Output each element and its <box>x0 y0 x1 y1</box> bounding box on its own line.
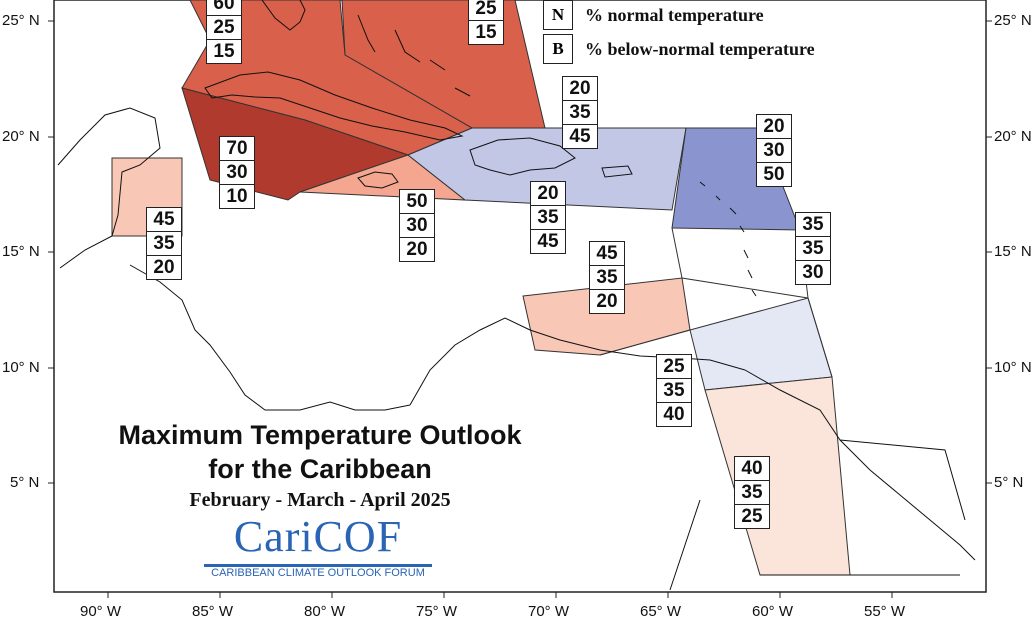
y-tick-15n-right: 15° N <box>994 243 1032 260</box>
x-tick-85w: 85° W <box>192 603 234 620</box>
legend-below-key: B <box>543 34 573 64</box>
forecast-value: 25 <box>207 16 241 40</box>
forecast-value: 15 <box>475 22 497 43</box>
forecast-value: 20 <box>153 257 175 278</box>
zone-outline-venezuela <box>599 329 691 356</box>
forecast-box-belize: 45 35 20 <box>146 207 182 280</box>
forecast-value: 45 <box>537 231 559 252</box>
y-tick-25n-left: 25° N <box>2 12 40 29</box>
forecast-box-bahamas-east: 25 15 <box>468 0 504 45</box>
legend-normal-text: % normal temperature <box>585 4 764 25</box>
forecast-box-windward-islands: 35 35 30 <box>795 212 831 285</box>
legend-normal-key: N <box>543 0 573 30</box>
forecast-value: 45 <box>569 126 591 147</box>
zone-outline-windward <box>671 227 809 299</box>
forecast-value: 25 <box>741 506 763 527</box>
y-tick-25n-right: 25° N <box>994 12 1032 29</box>
forecast-value: 10 <box>226 186 248 207</box>
axis-ticks <box>48 20 992 598</box>
forecast-value: 50 <box>763 164 785 185</box>
forecast-box-jamaica: 50 30 20 <box>399 189 435 262</box>
forecast-value: 35 <box>531 206 565 230</box>
forecast-box-bahamas-west: 60 25 15 <box>206 0 242 64</box>
forecast-box-leeward-islands: 20 30 50 <box>756 114 792 187</box>
forecast-box-cuba: 70 30 10 <box>219 136 255 209</box>
forecast-value: 20 <box>563 77 597 101</box>
caricof-logo: CariCOF CARIBBEAN CLIMATE OUTLOOK FORUM <box>200 512 436 580</box>
forecast-box-trinidad: 25 35 40 <box>656 354 692 427</box>
logo-tagline: CARIBBEAN CLIMATE OUTLOOK FORUM <box>211 567 425 579</box>
forecast-value: 35 <box>590 266 624 290</box>
logo-name: CariCOF <box>233 512 403 561</box>
logo-rule <box>204 564 432 567</box>
forecast-value: 35 <box>147 232 181 256</box>
forecast-value: 20 <box>596 291 618 312</box>
forecast-value: 20 <box>531 182 565 206</box>
forecast-box-turks-caicos: 20 35 45 <box>562 76 598 149</box>
legend-normal: N % normal temperature <box>543 0 764 30</box>
y-tick-15n-left: 15° N <box>2 243 40 260</box>
zone-outline-east <box>807 297 833 378</box>
map-title-line2: for the Caribbean <box>208 454 432 484</box>
forecast-value: 25 <box>469 0 503 21</box>
x-tick-90w: 90° W <box>80 603 122 620</box>
x-tick-70w: 70° W <box>528 603 570 620</box>
x-tick-65w: 65° W <box>640 603 682 620</box>
forecast-value: 35 <box>796 237 830 261</box>
forecast-value: 20 <box>757 115 791 139</box>
forecast-value: 35 <box>735 481 769 505</box>
legend-below: B % below-normal temperature <box>543 34 815 64</box>
forecast-value: 40 <box>663 404 685 425</box>
forecast-box-guianas: 40 35 25 <box>734 456 770 529</box>
x-tick-55w: 55° W <box>864 603 906 620</box>
y-tick-5n-right: 5° N <box>994 474 1024 491</box>
forecast-value: 60 <box>207 0 241 16</box>
forecast-value: 35 <box>563 101 597 125</box>
y-tick-10n-right: 10° N <box>994 359 1032 376</box>
forecast-value: 40 <box>735 457 769 481</box>
map-title-line1: Maximum Temperature Outlook <box>118 420 522 450</box>
zone-guianas <box>704 376 851 576</box>
forecast-value: 70 <box>220 137 254 161</box>
forecast-value: 35 <box>657 379 691 403</box>
forecast-value: 25 <box>657 355 691 379</box>
forecast-value: 30 <box>220 161 254 185</box>
forecast-value: 35 <box>796 213 830 237</box>
forecast-value: 20 <box>406 239 428 260</box>
forecast-box-abc-islands: 45 35 20 <box>589 241 625 314</box>
zone-trinidad <box>689 297 833 391</box>
x-tick-80w: 80° W <box>304 603 346 620</box>
map-frame <box>53 0 987 593</box>
legend-below-text: % below-normal temperature <box>585 38 815 59</box>
forecast-box-hispaniola: 20 35 45 <box>530 181 566 254</box>
forecast-value: 30 <box>757 139 791 163</box>
x-tick-75w: 75° W <box>416 603 458 620</box>
x-tick-60w: 60° W <box>752 603 794 620</box>
forecast-value: 45 <box>590 242 624 266</box>
forecast-value: 30 <box>802 262 824 283</box>
forecast-value: 15 <box>213 41 235 62</box>
y-tick-20n-left: 20° N <box>2 128 40 145</box>
y-tick-10n-left: 10° N <box>2 359 40 376</box>
map-title: Maximum Temperature Outlook for the Cari… <box>60 418 580 486</box>
y-tick-20n-right: 20° N <box>994 128 1032 145</box>
forecast-value: 45 <box>147 208 181 232</box>
forecast-value: 50 <box>400 190 434 214</box>
map-subtitle: February - March - April 2025 <box>189 489 451 511</box>
forecast-value: 30 <box>400 214 434 238</box>
y-tick-5n-left: 5° N <box>10 474 40 491</box>
